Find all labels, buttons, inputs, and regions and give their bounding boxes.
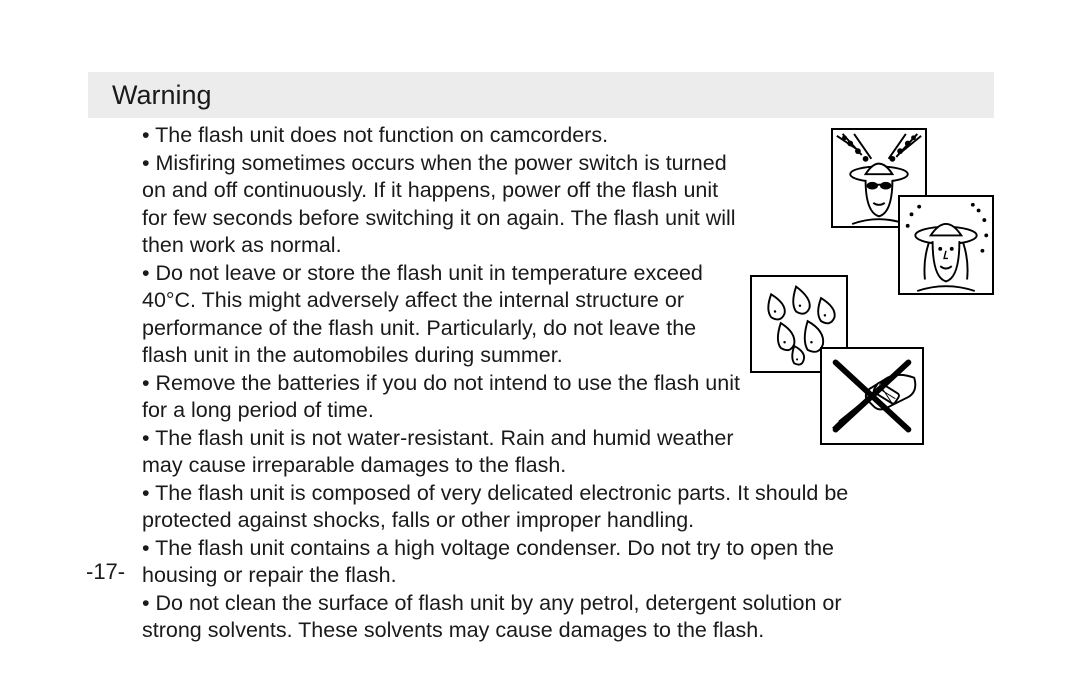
- bullet-1: • Misfiring sometimes occurs when the po…: [142, 150, 742, 260]
- warning-header-band: Warning: [88, 72, 994, 118]
- sun-hat-noshade-illustration: [898, 195, 994, 295]
- bullet-5: • The flash unit is composed of very del…: [142, 480, 882, 535]
- warning-body: • The flash unit does not function on ca…: [142, 122, 742, 645]
- manual-page: Warning • The flash unit does not functi…: [0, 0, 1080, 687]
- page-number: -17-: [86, 559, 125, 585]
- bullet-7: • Do not clean the surface of flash unit…: [142, 590, 882, 645]
- bullet-4: • The flash unit is not water-resistant.…: [142, 425, 742, 480]
- warning-title: Warning: [112, 80, 212, 111]
- bullet-3: • Remove the batteries if you do not int…: [142, 370, 742, 425]
- bullet-0: • The flash unit does not function on ca…: [142, 122, 742, 150]
- no-screwdriver-illustration: [820, 347, 924, 445]
- bullet-2: • Do not leave or store the flash unit i…: [142, 260, 742, 370]
- bullet-6: • The flash unit contains a high voltage…: [142, 535, 882, 590]
